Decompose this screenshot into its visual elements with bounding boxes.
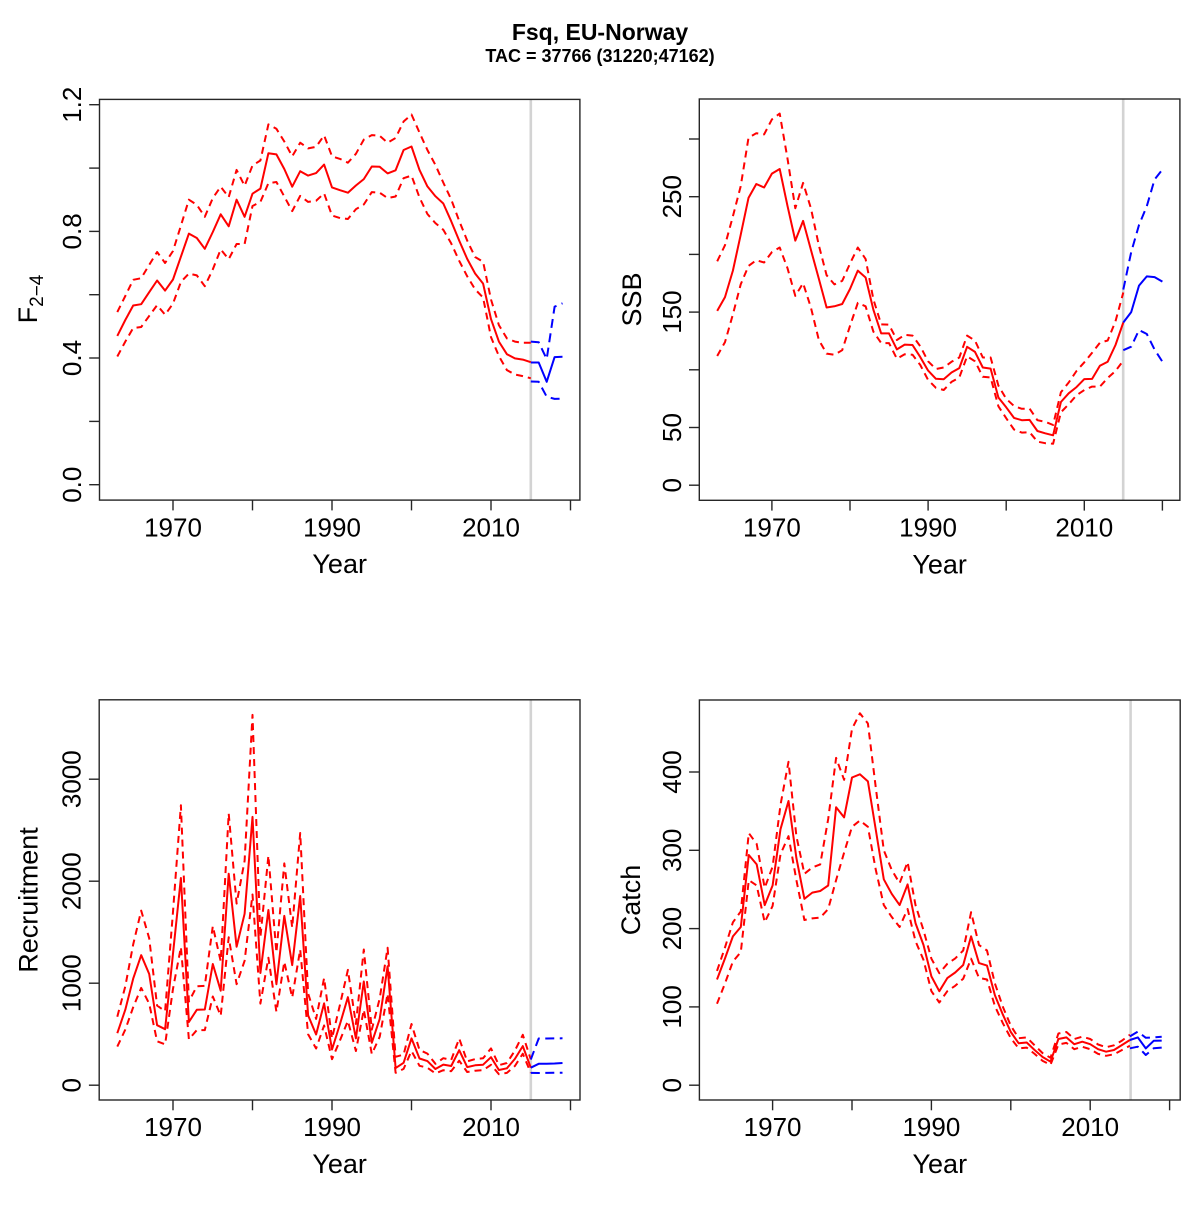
svg-text:1990: 1990 [303,1112,361,1142]
svg-text:1970: 1970 [744,1112,802,1142]
svg-text:0.4: 0.4 [57,340,87,376]
svg-text:400: 400 [657,750,687,793]
svg-text:1990: 1990 [303,512,361,542]
svg-text:2010: 2010 [462,512,520,542]
svg-text:0: 0 [657,478,687,492]
svg-text:Recruitment: Recruitment [14,827,44,973]
svg-text:1970: 1970 [743,513,801,543]
svg-text:3000: 3000 [57,750,87,808]
svg-text:0: 0 [57,1078,87,1092]
svg-text:50: 50 [657,413,687,442]
svg-text:100: 100 [657,985,687,1028]
svg-text:Year: Year [312,1149,367,1179]
svg-text:150: 150 [657,290,687,333]
svg-text:2010: 2010 [1055,513,1113,543]
svg-text:0: 0 [657,1078,687,1092]
svg-text:Year: Year [913,1149,968,1179]
svg-text:200: 200 [657,907,687,950]
svg-text:250: 250 [657,175,687,218]
svg-text:1990: 1990 [899,513,957,543]
svg-text:0.0: 0.0 [57,467,87,503]
svg-text:2010: 2010 [462,1112,520,1142]
svg-text:0.8: 0.8 [57,213,87,249]
svg-text:300: 300 [657,829,687,872]
svg-text:Fsq, EU-Norway: Fsq, EU-Norway [512,19,689,45]
svg-text:SSB: SSB [617,272,647,326]
svg-text:1970: 1970 [144,512,202,542]
svg-text:1970: 1970 [144,1112,202,1142]
svg-text:1000: 1000 [57,954,87,1012]
svg-text:1.2: 1.2 [57,87,87,123]
svg-text:Catch: Catch [616,865,646,936]
svg-text:TAC = 37766 (31220;47162): TAC = 37766 (31220;47162) [485,46,714,66]
svg-text:Year: Year [312,549,367,579]
svg-text:Year: Year [912,549,967,579]
svg-text:2010: 2010 [1061,1112,1119,1142]
svg-text:2000: 2000 [57,852,87,910]
svg-text:1990: 1990 [902,1112,960,1142]
